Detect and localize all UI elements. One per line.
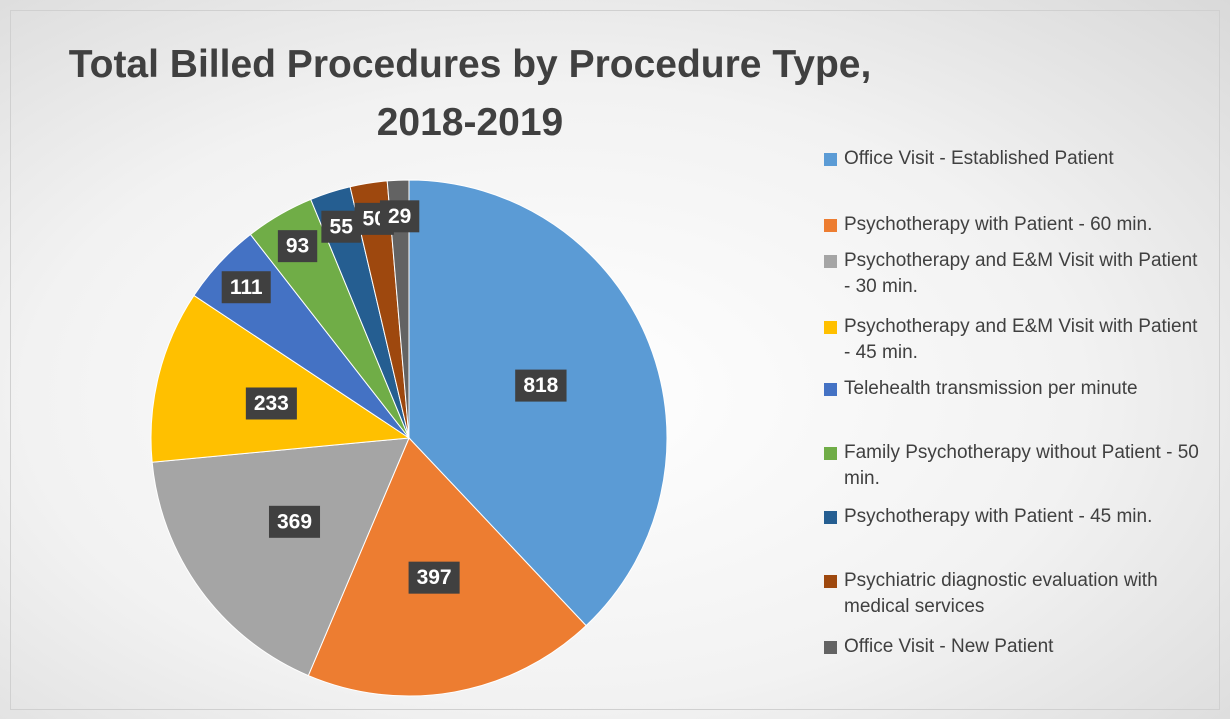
data-label-box <box>245 387 297 420</box>
data-label-text: 111 <box>230 276 263 299</box>
legend-label: Office Visit - New Patient <box>844 636 1054 657</box>
data-label-box <box>277 230 318 263</box>
legend-item: Psychotherapy and E&M Visit with Patient… <box>824 248 1204 300</box>
legend-label: Psychotherapy with Patient - 60 min. <box>844 214 1153 235</box>
legend-label: Office Visit - Established Patient <box>844 148 1114 169</box>
legend-item: Telehealth transmission per minute <box>824 376 1204 402</box>
pie-slice <box>150 294 411 463</box>
pie-slice <box>151 437 410 677</box>
legend-label: Psychiatric diagnostic evaluation with m… <box>844 570 1158 617</box>
chart-title: Total Billed Procedures by Procedure Typ… <box>68 43 872 144</box>
data-label-box <box>408 561 460 594</box>
chart-frame <box>10 10 1220 710</box>
data-label: 111 <box>221 271 271 304</box>
legend-label: Psychotherapy with Patient - 45 min. <box>844 506 1153 527</box>
legend-swatch <box>824 511 837 524</box>
legend-item: Family Psychotherapy without Patient - 5… <box>824 440 1204 492</box>
data-label: 93 <box>277 230 318 263</box>
data-label-text: 397 <box>417 566 452 589</box>
legend-item: Psychotherapy and E&M Visit with Patient… <box>824 314 1204 366</box>
legend-item: Office Visit - Established Patient <box>824 146 1204 172</box>
legend-swatch <box>824 641 837 654</box>
legend-swatch <box>824 383 837 396</box>
data-label: 369 <box>268 505 321 538</box>
legend-label: Family Psychotherapy without Patient - 5… <box>844 442 1199 489</box>
legend-swatch <box>824 153 837 166</box>
data-label-box <box>379 200 420 233</box>
legend-item: Psychotherapy with Patient - 60 min. <box>824 212 1204 238</box>
data-label-box <box>221 271 271 304</box>
legend-swatch <box>824 321 837 334</box>
data-label: 397 <box>408 561 460 594</box>
data-label: 55 <box>321 210 362 243</box>
data-label-text: 29 <box>388 205 411 228</box>
legend-label: Telehealth transmission per minute <box>844 378 1138 399</box>
legend-item: Office Visit - New Patient <box>824 634 1204 660</box>
pie-slice <box>386 179 410 439</box>
legend-swatch <box>824 447 837 460</box>
data-label: 818 <box>515 369 567 402</box>
legend-label: Psychotherapy and E&M Visit with Patient… <box>844 250 1198 297</box>
legend-item: Psychotherapy with Patient - 45 min. <box>824 504 1204 530</box>
legend-label: Psychotherapy and E&M Visit with Patient… <box>844 316 1198 363</box>
data-label: 233 <box>245 387 297 420</box>
data-label-box <box>321 210 362 243</box>
data-label-text: 369 <box>277 510 312 533</box>
legend-swatch <box>824 219 837 232</box>
data-label-text: 93 <box>286 235 309 258</box>
legend-swatch <box>824 575 837 588</box>
pie-slice <box>408 179 668 627</box>
legend-swatch <box>824 255 837 268</box>
data-label-box <box>515 369 567 402</box>
data-label: 29 <box>379 200 420 233</box>
legend-item: Psychiatric diagnostic evaluation with m… <box>824 568 1204 620</box>
data-label-text: 55 <box>330 215 354 238</box>
data-label-box <box>268 505 321 538</box>
data-label-text: 233 <box>254 392 289 415</box>
data-label-text: 818 <box>523 374 558 397</box>
